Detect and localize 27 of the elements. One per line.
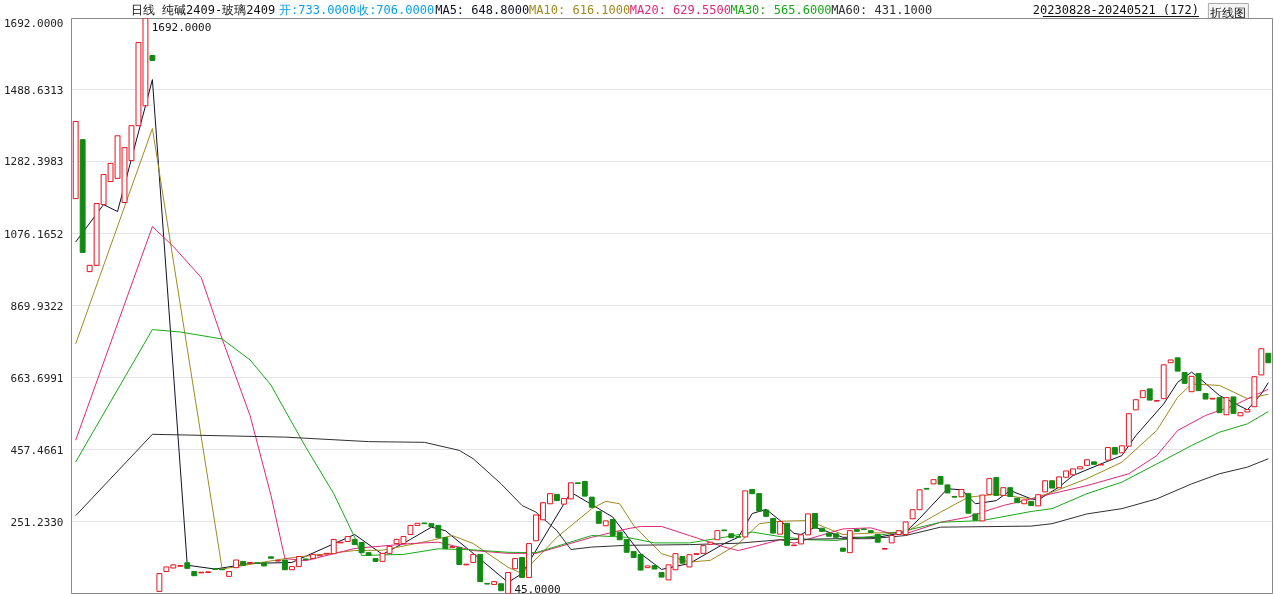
candlestick — [846, 530, 853, 554]
annotation: 折线图 — [1210, 5, 1247, 20]
text: MA5: 648.8000 — [435, 2, 530, 17]
line-series — [75, 433, 1269, 551]
y-tick-label: 663.6991 — [10, 371, 64, 385]
y-tick-label: 1076.1652 — [3, 227, 64, 241]
chart-title: 日线 纯碱2409-玻璃2409 — [130, 2, 276, 17]
text: MA30: 565.6000 — [730, 2, 832, 17]
y-tick-label: 869.9322 — [10, 299, 64, 313]
candlestick — [784, 522, 791, 546]
text: 收:706.0000 — [357, 2, 435, 17]
text: MA20: 629.5500 — [629, 2, 731, 17]
candlestick — [965, 493, 972, 514]
y-tick-label: 457.4661 — [10, 443, 64, 457]
text: MA10: 616.1000 — [529, 2, 631, 17]
y-tick-label: 251.2330 — [10, 515, 64, 529]
text: 20230828-20240521 (172) — [1032, 2, 1199, 17]
annotation: 45.0000 — [514, 582, 561, 594]
y-tick-label: 1488.6313 — [3, 83, 64, 97]
y-tick-label: 1692.0000 — [3, 16, 64, 30]
candlestick — [519, 557, 525, 578]
y-tick-label: 1282.3983 — [3, 155, 64, 169]
text: 开:733.0000 — [279, 2, 357, 17]
line-series — [75, 226, 1269, 562]
annotation: 1692.0000 — [151, 20, 212, 34]
text: MA60: 431.1000 — [831, 2, 933, 17]
line-series — [75, 329, 1269, 556]
